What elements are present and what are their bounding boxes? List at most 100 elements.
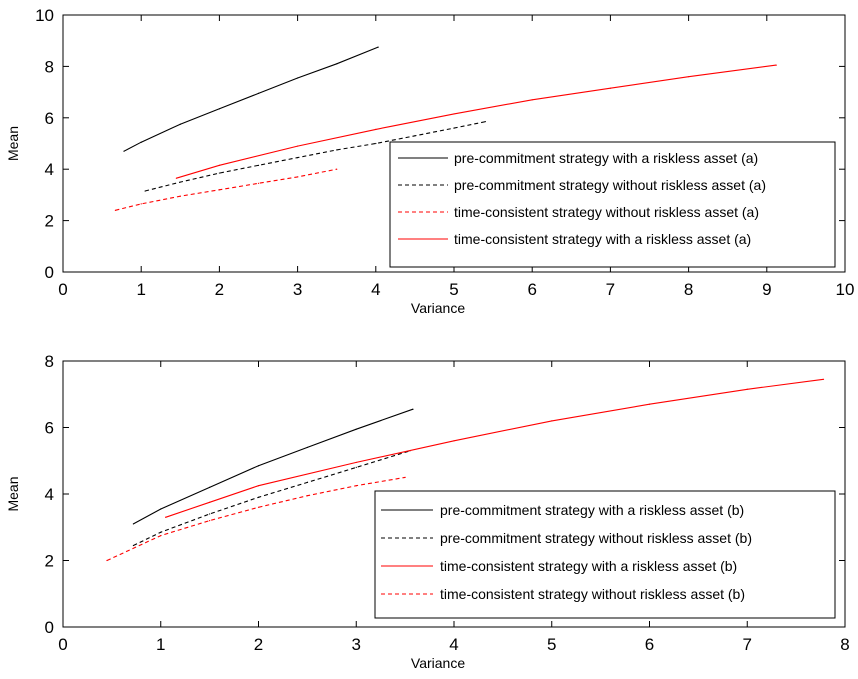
legend-entry: pre-commitment strategy without riskless…	[454, 177, 766, 193]
x-axis-label: Variance	[411, 300, 465, 316]
x-tick-label: 1	[156, 635, 165, 654]
y-tick-label: 8	[45, 57, 54, 76]
data-point	[258, 183, 259, 184]
data-point	[453, 440, 454, 441]
x-tick-label: 7	[606, 280, 615, 299]
y-tick-label: 4	[45, 160, 54, 179]
x-tick-label: 4	[449, 635, 458, 654]
chart-1: 0 1 2 3 4 5 6 7 8 9 10 0 2 4 6 8 10 Variance Mean pre-commi…	[5, 6, 854, 316]
data-point	[297, 145, 298, 146]
data-point	[356, 429, 357, 430]
y-tick-label: 10	[35, 6, 54, 25]
data-point	[160, 532, 161, 533]
data-point	[209, 513, 210, 514]
x-tick-label: 2	[215, 280, 224, 299]
data-point	[375, 143, 376, 144]
legend-entry: pre-commitment strategy with a riskless …	[454, 150, 758, 166]
data-point	[823, 379, 824, 380]
x-tick-label: 6	[527, 280, 536, 299]
data-point	[219, 108, 220, 109]
data-point	[405, 477, 406, 478]
x-tick-label: 4	[371, 280, 380, 299]
data-point	[160, 508, 161, 509]
chart-2: 0 1 2 3 4 5 6 7 8 0 2 4 6 8 Variance Mean pre-commitment…	[5, 352, 850, 671]
data-point	[356, 485, 357, 486]
data-point	[209, 520, 210, 521]
data-point	[141, 142, 142, 143]
x-tick-label: 7	[743, 635, 752, 654]
data-point	[356, 467, 357, 468]
data-point	[307, 447, 308, 448]
data-point	[378, 47, 379, 48]
data-point	[141, 203, 142, 204]
data-point	[180, 196, 181, 197]
x-tick-label: 0	[58, 635, 67, 654]
data-point	[336, 149, 337, 150]
data-point	[258, 485, 259, 486]
data-point	[776, 65, 777, 66]
x-tick-label: 10	[836, 280, 855, 299]
data-point	[133, 523, 134, 524]
y-tick-label: 6	[45, 419, 54, 438]
data-point	[336, 169, 337, 170]
legend-entry: pre-commitment strategy without riskless…	[440, 530, 752, 546]
x-tick-label: 5	[449, 280, 458, 299]
legend-entry: time-consistent strategy without riskles…	[440, 586, 745, 602]
x-tick-label: 1	[136, 280, 145, 299]
data-point	[176, 178, 177, 179]
x-tick-label: 9	[762, 280, 771, 299]
data-point	[209, 502, 210, 503]
y-axis-label: Mean	[5, 126, 21, 161]
data-point	[307, 495, 308, 496]
y-tick-label: 8	[45, 352, 54, 371]
data-point	[258, 93, 259, 94]
y-tick-label: 2	[45, 552, 54, 571]
data-point	[453, 113, 454, 114]
data-point	[532, 99, 533, 100]
data-point	[258, 497, 259, 498]
data-point	[258, 465, 259, 466]
y-tick-label: 2	[45, 212, 54, 231]
legend-entry: pre-commitment strategy with a riskless …	[440, 502, 744, 518]
data-point	[412, 409, 413, 410]
data-point	[375, 129, 376, 130]
x-tick-label: 6	[645, 635, 654, 654]
y-tick-label: 6	[45, 109, 54, 128]
data-point	[336, 63, 337, 64]
data-point	[485, 121, 486, 122]
data-point	[414, 135, 415, 136]
y-tick-label: 0	[45, 618, 54, 637]
y-tick-label: 4	[45, 485, 54, 504]
legend: pre-commitment strategy with a riskless …	[375, 491, 835, 618]
y-tick-label: 0	[45, 263, 54, 282]
data-point	[297, 157, 298, 158]
data-point	[123, 151, 124, 152]
x-tick-label: 8	[840, 635, 849, 654]
data-point	[307, 482, 308, 483]
data-point	[219, 165, 220, 166]
data-point	[356, 462, 357, 463]
x-tick-label: 2	[254, 635, 263, 654]
x-tick-label: 5	[547, 635, 556, 654]
legend-entry: time-consistent strategy with a riskless…	[440, 558, 737, 574]
x-axis-label: Variance	[411, 655, 465, 671]
x-tick-label: 0	[58, 280, 67, 299]
data-point	[180, 181, 181, 182]
data-point	[180, 124, 181, 125]
data-point	[219, 189, 220, 190]
data-point	[115, 210, 116, 211]
y-axis-label: Mean	[5, 476, 21, 511]
legend-entry: time-consistent strategy with a riskless…	[454, 231, 751, 247]
legend: pre-commitment strategy with a riskless …	[390, 142, 835, 267]
data-point	[133, 545, 134, 546]
data-point	[688, 76, 689, 77]
legend-entry: time-consistent strategy without riskles…	[454, 204, 759, 220]
data-point	[551, 420, 552, 421]
x-tick-label: 8	[684, 280, 693, 299]
data-point	[258, 165, 259, 166]
data-point	[219, 172, 220, 173]
data-point	[160, 535, 161, 536]
data-point	[106, 560, 107, 561]
data-point	[649, 404, 650, 405]
data-point	[453, 127, 454, 128]
